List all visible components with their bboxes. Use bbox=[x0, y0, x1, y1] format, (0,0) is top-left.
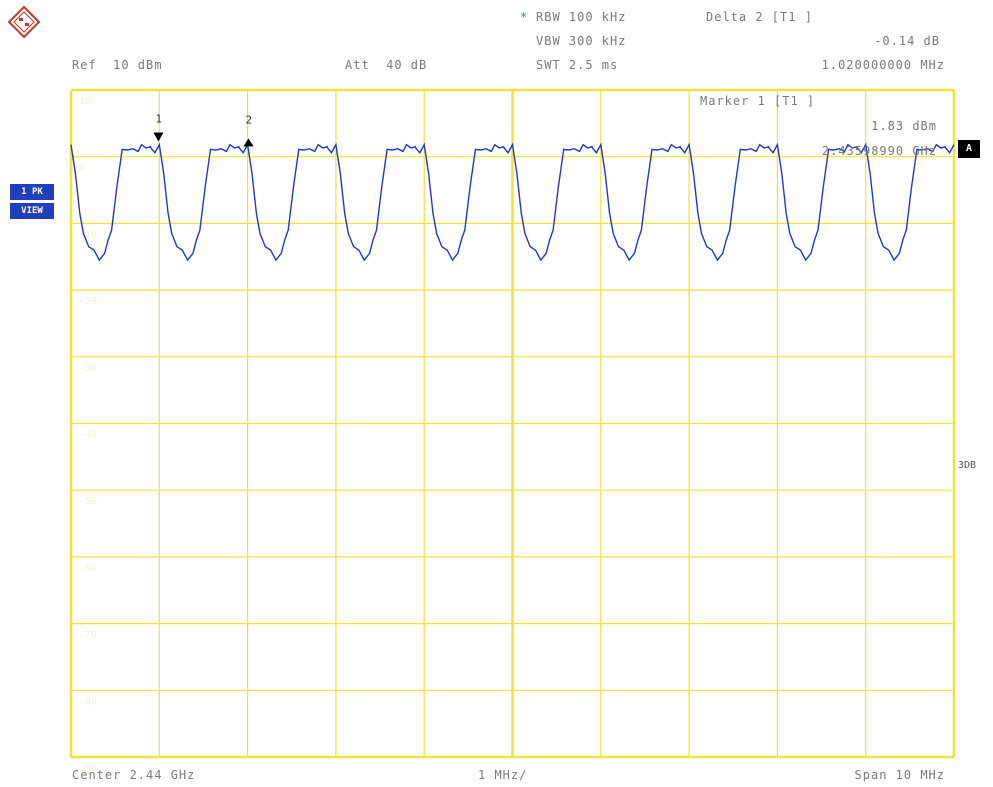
y-tick-label: -20 bbox=[79, 296, 97, 307]
marker-1-label: 1 bbox=[155, 112, 162, 125]
trace-line bbox=[70, 142, 955, 262]
y-tick-label: -50 bbox=[79, 496, 97, 507]
sweep-time-readout: SWT 2.5 ms bbox=[536, 58, 619, 72]
attenuation-readout: Att 40 dB bbox=[345, 58, 428, 72]
vbw-readout: VBW 300 kHz bbox=[536, 34, 627, 48]
y-tick-label: -10 bbox=[79, 229, 97, 240]
marker-box-title: Marker 1 [T1 ] bbox=[700, 94, 815, 108]
trace-a-tag: A bbox=[958, 140, 980, 158]
trace-detector-tag: 1 PK bbox=[10, 184, 54, 200]
bandwidth-3db-indicator: 3DB bbox=[958, 460, 977, 471]
rbw-asterisk: * bbox=[520, 10, 529, 24]
y-tick-label: 10 bbox=[79, 96, 91, 107]
delta-frequency-readout: 1.020000000 MHz bbox=[821, 58, 945, 72]
center-frequency-readout: Center 2.44 GHz bbox=[72, 768, 196, 782]
y-tick-label: -60 bbox=[79, 563, 97, 574]
marker-2-label: 2 bbox=[245, 113, 252, 126]
y-tick-label: -40 bbox=[79, 430, 97, 441]
rbw-readout: RBW 100 kHz bbox=[536, 10, 627, 24]
frequency-per-division-readout: 1 MHz/ bbox=[478, 768, 528, 782]
trace-mode-tag: VIEW bbox=[10, 203, 54, 219]
span-readout: Span 10 MHz bbox=[854, 768, 945, 782]
reference-level-readout: Ref 10 dBm bbox=[72, 58, 163, 72]
marker-box-level: 1.83 dBm bbox=[871, 119, 937, 133]
y-tick-labels: 10 0 -10 -20 -30 -40 -50 -60 -70 -80 -90 bbox=[79, 96, 97, 774]
delta-marker-title: Delta 2 [T1 ] bbox=[706, 10, 813, 24]
y-tick-label: -80 bbox=[79, 696, 97, 707]
y-tick-label: -90 bbox=[79, 763, 97, 774]
marker-1-symbol bbox=[153, 132, 164, 142]
plot-grid bbox=[69, 88, 956, 759]
y-tick-label: -70 bbox=[79, 630, 97, 641]
y-tick-label: -30 bbox=[79, 363, 97, 374]
marker-box-frequency: 2.43598990 GHz bbox=[822, 144, 937, 158]
marker-2-symbol bbox=[243, 138, 254, 147]
rohde-schwarz-logo bbox=[8, 6, 40, 38]
delta-level-readout: -0.14 dB bbox=[874, 34, 940, 48]
y-tick-label: 0 bbox=[79, 163, 85, 174]
